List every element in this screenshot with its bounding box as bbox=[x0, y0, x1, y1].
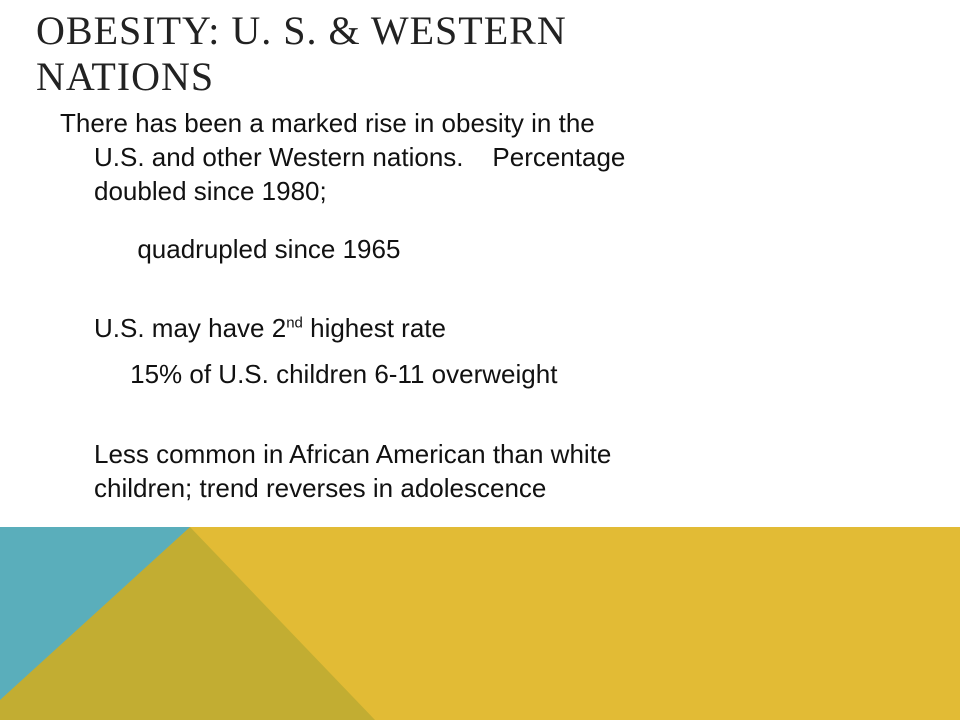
body-line-3: doubled since 1980; bbox=[94, 176, 327, 206]
body-line-2: U.S. and other Western nations. Percenta… bbox=[94, 142, 626, 172]
body-line-4: quadrupled since 1965 bbox=[94, 234, 401, 264]
slide-title-line-2: NATIONS bbox=[36, 54, 215, 99]
body-line-8: children; trend reverses in adolescence bbox=[94, 473, 547, 503]
teal-triangle bbox=[0, 527, 190, 700]
slide-body: There has been a marked rise in obesity … bbox=[60, 106, 900, 505]
slide-title: OBESITY: U. S. & WESTERN NATIONS bbox=[36, 8, 916, 100]
body-line-6: 15% of U.S. children 6-11 overweight bbox=[94, 359, 558, 389]
body-line-5-superscript: nd bbox=[286, 314, 303, 332]
body-line-7: Less common in African American than whi… bbox=[94, 439, 612, 469]
body-line-1: There has been a marked rise in obesity … bbox=[60, 108, 595, 138]
slide-title-line-1: OBESITY: U. S. & WESTERN bbox=[36, 8, 567, 53]
body-line-5-post: highest rate bbox=[302, 313, 446, 343]
body-line-5: U.S. may have 2nd highest rate bbox=[60, 311, 900, 345]
body-line-5-pre: U.S. may have 2 bbox=[94, 313, 287, 343]
